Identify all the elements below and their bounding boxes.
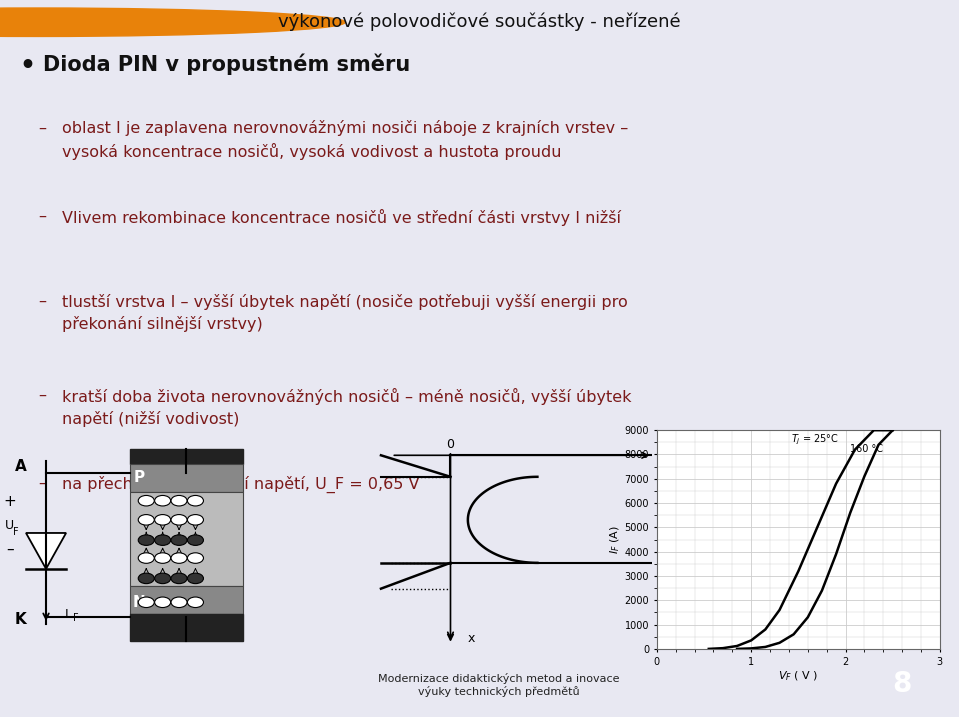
Text: $T_j$ = 25°C: $T_j$ = 25°C: [791, 433, 839, 447]
Text: –: –: [160, 535, 165, 545]
Text: –: –: [144, 574, 149, 584]
Circle shape: [138, 515, 154, 525]
Circle shape: [138, 597, 154, 607]
Text: Modernizace didaktických metod a inovace
výuky technických předmětů: Modernizace didaktických metod a inovace…: [378, 673, 620, 697]
Circle shape: [154, 553, 171, 564]
Text: –: –: [6, 542, 13, 557]
Text: 8: 8: [892, 670, 911, 698]
Text: U: U: [5, 519, 14, 532]
Text: –: –: [176, 535, 181, 545]
Bar: [129, 493, 243, 586]
Text: F: F: [13, 527, 19, 537]
Text: I: I: [64, 608, 68, 621]
Text: Dioda PIN v propustném směru: Dioda PIN v propustném směru: [43, 54, 410, 75]
Circle shape: [171, 553, 187, 564]
Text: –: –: [160, 574, 165, 584]
Circle shape: [187, 495, 203, 506]
Text: tlustší vrstva I – vyšší úbytek napětí (nosiče potřebuji vyšší energii pro
překo: tlustší vrstva I – vyšší úbytek napětí (…: [62, 294, 628, 331]
Text: +: +: [142, 553, 151, 563]
Circle shape: [187, 553, 203, 564]
Text: –: –: [193, 535, 198, 545]
Text: –: –: [38, 120, 46, 136]
Circle shape: [187, 515, 203, 525]
Text: +: +: [192, 553, 199, 563]
Text: –: –: [38, 294, 46, 309]
Text: P: P: [133, 470, 145, 485]
Text: +: +: [142, 495, 151, 505]
Text: –: –: [160, 597, 165, 607]
Circle shape: [187, 597, 203, 607]
Text: F: F: [73, 613, 79, 623]
Polygon shape: [26, 533, 66, 569]
Circle shape: [154, 495, 171, 506]
Text: 160 °C: 160 °C: [851, 444, 883, 454]
Circle shape: [154, 515, 171, 525]
Text: •: •: [19, 54, 35, 77]
Circle shape: [171, 597, 187, 607]
Text: A: A: [14, 459, 27, 473]
Text: –: –: [38, 388, 46, 403]
Text: +: +: [3, 495, 16, 509]
Text: Vlivem rekombinace koncentrace nosičů ve střední části vrstvy I nižší: Vlivem rekombinace koncentrace nosičů ve…: [62, 209, 621, 226]
Text: –: –: [38, 209, 46, 224]
Bar: [129, 450, 243, 464]
Text: N: N: [132, 595, 146, 609]
Text: +: +: [175, 495, 183, 505]
Circle shape: [171, 495, 187, 506]
Text: výkonové polovodičové součástky - neřízené: výkonové polovodičové součástky - neříze…: [278, 13, 681, 32]
Text: –: –: [193, 574, 198, 584]
Text: +: +: [158, 495, 167, 505]
Text: –: –: [144, 535, 149, 545]
Text: oblast I je zaplavena nerovnovážnými nosiči náboje z krajních vrstev –
vysoká ko: oblast I je zaplavena nerovnovážnými nos…: [62, 120, 628, 160]
Circle shape: [187, 573, 203, 584]
Circle shape: [171, 573, 187, 584]
X-axis label: $V_F$ ( V ): $V_F$ ( V ): [778, 669, 819, 683]
Text: –: –: [176, 574, 181, 584]
Text: +: +: [192, 515, 199, 525]
Bar: [129, 464, 243, 493]
Text: x: x: [468, 632, 476, 645]
Text: kratší doba života nerovnovážných nosičů – méně nosičů, vyšší úbytek
napětí (niž: kratší doba života nerovnovážných nosičů…: [62, 388, 632, 427]
Circle shape: [154, 573, 171, 584]
Circle shape: [0, 8, 345, 37]
Text: +: +: [175, 515, 183, 525]
Text: –: –: [38, 476, 46, 491]
Text: +: +: [192, 495, 199, 505]
Text: p,n: p,n: [656, 449, 675, 462]
Bar: [129, 586, 243, 614]
Text: na přechodu PN difúzní napětí, U_F = 0,65 V: na přechodu PN difúzní napětí, U_F = 0,6…: [62, 476, 420, 493]
Text: K: K: [14, 612, 27, 627]
Text: –: –: [193, 597, 198, 607]
Y-axis label: $I_F$ (A): $I_F$ (A): [608, 525, 621, 554]
Circle shape: [138, 553, 154, 564]
Text: –: –: [144, 597, 149, 607]
Text: +: +: [175, 553, 183, 563]
Bar: [129, 614, 243, 640]
Circle shape: [187, 535, 203, 546]
Text: 0: 0: [447, 438, 455, 451]
Circle shape: [138, 535, 154, 546]
Circle shape: [171, 535, 187, 546]
Text: +: +: [158, 553, 167, 563]
Circle shape: [138, 573, 154, 584]
Text: +: +: [158, 515, 167, 525]
Circle shape: [154, 597, 171, 607]
Text: +: +: [142, 515, 151, 525]
Circle shape: [154, 535, 171, 546]
Circle shape: [171, 515, 187, 525]
Circle shape: [138, 495, 154, 506]
Text: –: –: [176, 597, 181, 607]
